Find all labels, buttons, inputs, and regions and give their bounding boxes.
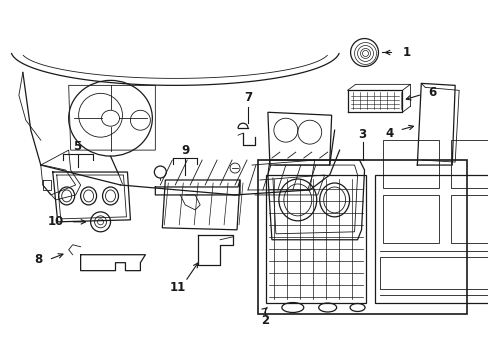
Bar (265, 175, 365, 302)
Bar (383, 195, 438, 243)
Bar (450, 140, 488, 188)
Bar (258, 160, 466, 315)
Text: 7: 7 (244, 91, 251, 104)
Text: 8: 8 (35, 253, 43, 266)
Text: 6: 6 (427, 86, 435, 99)
Bar (383, 140, 438, 188)
Text: 9: 9 (181, 144, 189, 157)
Text: 3: 3 (358, 128, 366, 141)
Bar (380, 257, 488, 289)
Text: 2: 2 (260, 314, 268, 327)
Text: 5: 5 (73, 140, 81, 153)
Text: 1: 1 (402, 46, 409, 59)
Text: 4: 4 (385, 127, 393, 140)
Text: 11: 11 (170, 281, 186, 294)
Bar (375, 175, 488, 302)
Bar (450, 195, 488, 243)
Text: 10: 10 (47, 215, 64, 228)
